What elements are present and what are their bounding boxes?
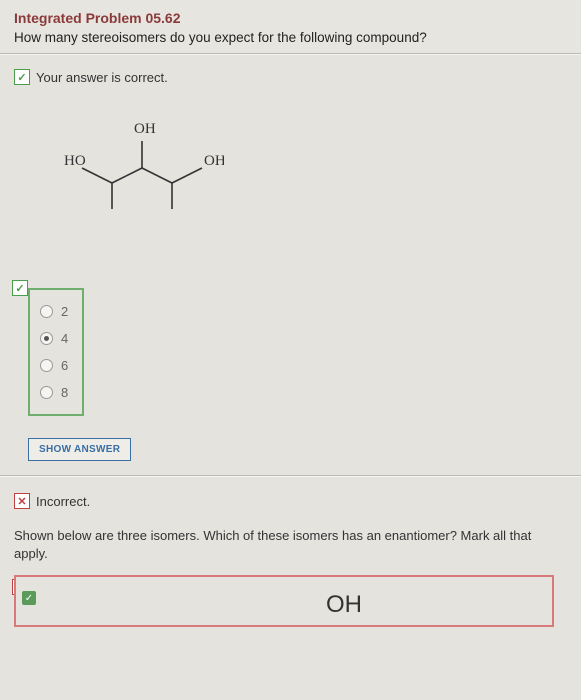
- part-2: ✕ Incorrect.: [0, 487, 581, 509]
- option-label: 2: [61, 304, 68, 319]
- feedback-text: Your answer is correct.: [36, 70, 168, 85]
- followup-question: Shown below are three isomers. Which of …: [0, 527, 581, 563]
- radio-icon: [40, 305, 53, 318]
- option-8[interactable]: 8: [36, 379, 72, 406]
- label-ho-left: HO: [64, 153, 86, 169]
- option-label: 4: [61, 331, 68, 346]
- check-icon: ✓: [14, 69, 30, 85]
- molecule-structure: OH HO OH: [64, 113, 224, 233]
- x-icon: ✕: [14, 493, 30, 509]
- question-text: How many stereoisomers do you expect for…: [14, 30, 567, 45]
- feedback-incorrect: ✕ Incorrect.: [14, 493, 567, 509]
- radio-icon: [40, 359, 53, 372]
- options-box: 2 4 6 8: [28, 288, 84, 416]
- option-label: 6: [61, 358, 68, 373]
- check-small-icon: ✓: [22, 591, 36, 605]
- radio-icon: [40, 386, 53, 399]
- label-oh-top: OH: [134, 121, 156, 137]
- radio-icon: [40, 332, 53, 345]
- option-4[interactable]: 4: [36, 325, 72, 352]
- part-1: ✓ Your answer is correct. OH HO OH ✓ 2 4: [0, 55, 581, 475]
- feedback-text: Incorrect.: [36, 494, 90, 509]
- options-container: ✓ 2 4 6 8: [14, 288, 567, 416]
- problem-title: Integrated Problem 05.62: [14, 10, 567, 26]
- answer-option-box[interactable]: ✓ OH: [14, 575, 554, 627]
- side-check-icon: ✓: [12, 280, 28, 296]
- label-oh-right: OH: [204, 153, 224, 169]
- feedback-correct: ✓ Your answer is correct.: [14, 69, 567, 85]
- problem-header: Integrated Problem 05.62 How many stereo…: [0, 0, 581, 53]
- option-2[interactable]: 2: [36, 298, 72, 325]
- option-label: 8: [61, 385, 68, 400]
- molecule-label-oh: OH: [156, 591, 532, 619]
- show-answer-button[interactable]: SHOW ANSWER: [28, 438, 131, 461]
- option-6[interactable]: 6: [36, 352, 72, 379]
